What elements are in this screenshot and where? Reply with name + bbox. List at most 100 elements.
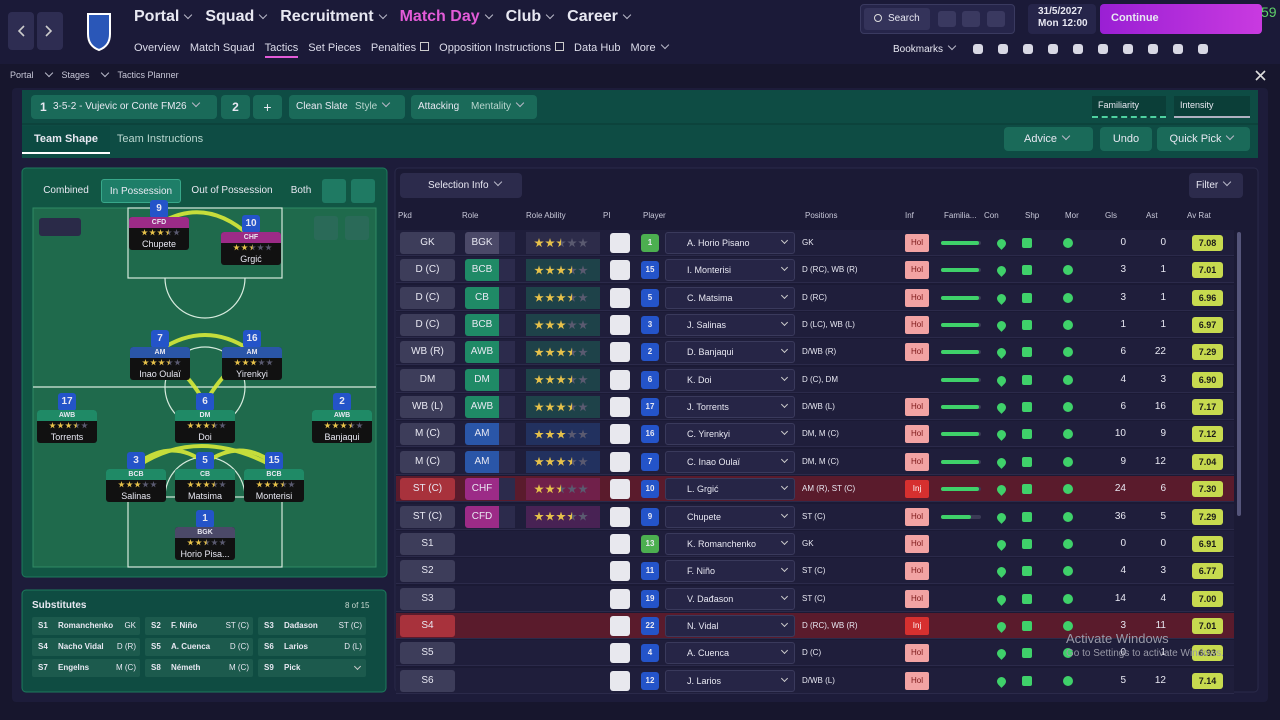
- pi-icon[interactable]: [610, 561, 630, 582]
- search-button[interactable]: Search: [864, 8, 930, 30]
- role-dropdown[interactable]: [499, 505, 515, 528]
- player-select[interactable]: [665, 341, 795, 364]
- player-name[interactable]: K. Romanchenko: [687, 538, 757, 549]
- role-dropdown[interactable]: [499, 259, 515, 282]
- sub-slot[interactable]: S4 Nacho Vidal D (R): [32, 638, 140, 656]
- pi-icon[interactable]: [610, 369, 630, 390]
- pi-icon[interactable]: [610, 342, 630, 363]
- player-name[interactable]: A. Cuenca: [687, 648, 730, 659]
- tool-icon[interactable]: [938, 11, 956, 27]
- action-button[interactable]: Quick Pick: [1157, 127, 1250, 151]
- bookmark-icon[interactable]: [1048, 44, 1058, 54]
- close-button[interactable]: [1255, 70, 1266, 81]
- player-select[interactable]: [665, 505, 795, 528]
- pitch-shirt[interactable]: 16: [243, 330, 261, 348]
- role-dropdown[interactable]: [499, 314, 515, 337]
- sub-dropdown[interactable]: [353, 662, 362, 671]
- role[interactable]: CHF: [465, 478, 499, 501]
- table-row[interactable]: [396, 558, 1234, 585]
- player-card[interactable]: BGK Horio Pisa...: [175, 527, 235, 560]
- pi-icon[interactable]: [610, 506, 630, 527]
- picked-position[interactable]: S2: [400, 560, 455, 583]
- inf-badge[interactable]: Hol: [905, 452, 929, 471]
- role[interactable]: CB: [465, 286, 499, 309]
- player-card[interactable]: AWB Torrents: [37, 410, 97, 443]
- player-name[interactable]: A. Horio Pisano: [687, 238, 750, 248]
- action-button[interactable]: Advice: [1004, 127, 1093, 151]
- menu-item[interactable]: Recruitment: [280, 6, 389, 28]
- role[interactable]: AWB: [465, 341, 499, 364]
- picked-position[interactable]: S5: [400, 642, 455, 665]
- player-select[interactable]: [665, 560, 795, 583]
- role-dropdown[interactable]: [499, 423, 515, 446]
- table-row[interactable]: [396, 394, 1234, 421]
- picked-position[interactable]: S1: [400, 532, 455, 555]
- picked-position[interactable]: D (C): [400, 286, 455, 309]
- pi-icon[interactable]: [610, 615, 630, 636]
- continue-button[interactable]: Continue: [1100, 4, 1262, 34]
- table-row[interactable]: [396, 421, 1234, 448]
- table-row[interactable]: [396, 612, 1234, 639]
- mentality-box[interactable]: [411, 95, 537, 119]
- player-select[interactable]: [665, 396, 795, 419]
- column-header[interactable]: Role Ability: [526, 211, 566, 220]
- intensity[interactable]: Intensity: [1174, 96, 1250, 118]
- role-dropdown[interactable]: [499, 396, 515, 419]
- pi-icon[interactable]: [610, 643, 630, 664]
- role[interactable]: AM: [465, 450, 499, 473]
- column-header[interactable]: Familia...: [944, 211, 977, 220]
- player-select[interactable]: [665, 314, 795, 337]
- bookmark-icon[interactable]: [1173, 44, 1183, 54]
- role-dropdown[interactable]: [499, 368, 515, 391]
- player-card[interactable]: CHF Grgić: [221, 232, 281, 265]
- pitch-shirt[interactable]: 6: [196, 393, 214, 411]
- player-select[interactable]: [665, 286, 795, 309]
- column-header[interactable]: Player: [643, 211, 666, 220]
- inf-badge[interactable]: Hol: [905, 534, 929, 553]
- sub-menu-item[interactable]: Match Squad: [190, 40, 255, 58]
- role-dropdown[interactable]: [499, 341, 515, 364]
- role[interactable]: CFD: [465, 505, 499, 528]
- table-row[interactable]: [396, 312, 1234, 339]
- player-select[interactable]: [665, 642, 795, 665]
- role[interactable]: AM: [465, 423, 499, 446]
- role[interactable]: BCB: [465, 314, 499, 337]
- bookmark-icon[interactable]: [1198, 44, 1208, 54]
- sub-slot[interactable]: S8 Németh M (C): [145, 659, 253, 677]
- player-name[interactable]: C. Inao Oulaï: [687, 456, 741, 467]
- table-row[interactable]: [396, 230, 1234, 256]
- role-dropdown[interactable]: [499, 450, 515, 473]
- pitch-shirt[interactable]: 5: [196, 452, 214, 470]
- bookmark-icon[interactable]: [998, 44, 1008, 54]
- view-tab[interactable]: Combined: [43, 185, 89, 196]
- table-row[interactable]: [396, 476, 1234, 503]
- pitch-tool[interactable]: [314, 216, 338, 240]
- pi-icon[interactable]: [610, 260, 630, 281]
- tool-icon[interactable]: [987, 11, 1005, 27]
- add-tactic[interactable]: +: [253, 95, 282, 119]
- pi-icon[interactable]: [610, 670, 630, 691]
- table-row[interactable]: [396, 448, 1234, 475]
- inf-badge[interactable]: Hol: [905, 671, 929, 690]
- table-row[interactable]: [396, 667, 1234, 694]
- tool-icon[interactable]: [962, 11, 980, 27]
- pitch-shirt[interactable]: 2: [333, 393, 351, 411]
- role-dropdown[interactable]: [499, 478, 515, 501]
- inf-badge[interactable]: Hol: [905, 644, 929, 663]
- menu-item[interactable]: Club: [506, 6, 558, 28]
- view-tab[interactable]: Out of Possession: [191, 185, 273, 196]
- pitch-shirt[interactable]: 3: [127, 452, 145, 470]
- role-dropdown[interactable]: [499, 286, 515, 309]
- player-name[interactable]: J. Salinas: [687, 320, 727, 331]
- player-name[interactable]: Chupete: [687, 511, 722, 522]
- player-select[interactable]: [665, 450, 795, 473]
- picked-position[interactable]: DM: [400, 368, 455, 391]
- pi-icon[interactable]: [610, 533, 630, 554]
- menu-item[interactable]: Match Day: [400, 6, 496, 28]
- pitch-tool[interactable]: [351, 179, 375, 203]
- sub-slot[interactable]: S1 Romanchenko GK: [32, 617, 140, 635]
- player-name[interactable]: C. Yirenkyi: [687, 429, 731, 440]
- sub-menu-item[interactable]: More: [631, 40, 672, 58]
- player-name[interactable]: J. Torrents: [687, 402, 729, 413]
- player-card[interactable]: AWB Banjaqui: [312, 410, 372, 443]
